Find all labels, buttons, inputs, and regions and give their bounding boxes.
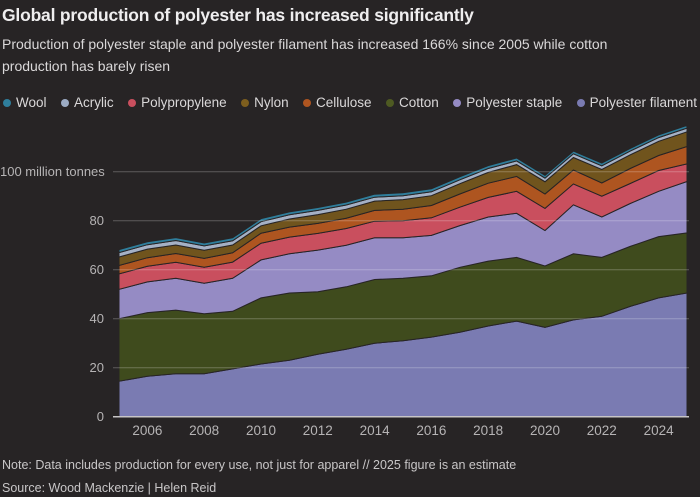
- legend-item-acrylic: Acrylic: [60, 95, 114, 110]
- legend-dot-acrylic-icon: [60, 98, 69, 107]
- y-axis-label: 100 million tonnes: [0, 163, 105, 179]
- x-axis-label: 2016: [416, 423, 447, 438]
- x-axis-label: 2006: [132, 423, 163, 438]
- legend-dot-polypropylene-icon: [128, 98, 137, 107]
- x-axis-label: 2008: [189, 423, 220, 438]
- legend-label: Polyester filament: [589, 95, 697, 110]
- chart-subtitle: Production of polyester staple and polye…: [2, 36, 608, 74]
- legend-dot-polyester-staple-icon: [453, 98, 462, 107]
- y-axis-label: 40: [89, 310, 104, 326]
- x-axis-label: 2018: [473, 423, 504, 438]
- legend-item-polyester-staple: Polyester staple: [453, 95, 562, 110]
- chart-source: Source: Wood Mackenzie | Helen Reid: [2, 481, 217, 495]
- legend-item-polypropylene: Polypropylene: [128, 95, 227, 110]
- legend-label: Polyester staple: [466, 95, 563, 110]
- x-axis-label: 2020: [529, 423, 561, 438]
- x-axis-label: 2014: [359, 423, 390, 438]
- x-axis-label: 2012: [302, 423, 333, 438]
- y-axis-label: 0: [96, 408, 104, 424]
- legend-label: Nylon: [254, 95, 289, 110]
- legend-label: Acrylic: [73, 95, 114, 110]
- legend-item-cotton: Cotton: [385, 95, 439, 110]
- y-axis-label: 60: [89, 261, 104, 277]
- x-axis-label: 2022: [586, 423, 617, 438]
- chart-title: Global production of polyester has incre…: [2, 5, 474, 25]
- area-wool: [118, 124, 688, 254]
- x-axis-label: 2024: [643, 423, 674, 438]
- legend-label: Cotton: [398, 95, 439, 110]
- legend-item-polyester-filament: Polyester filament: [576, 95, 697, 110]
- x-axis-label: 2010: [245, 423, 277, 438]
- chart-legend: Wool Acrylic Polypropylene Nylon Cellulo…: [3, 95, 697, 110]
- legend-label: Wool: [16, 95, 47, 110]
- legend-item-nylon: Nylon: [241, 95, 289, 110]
- legend-dot-polyester-filament-icon: [576, 98, 585, 107]
- legend-dot-cellulose-icon: [303, 98, 312, 107]
- legend-dot-wool-icon: [3, 98, 11, 107]
- chart-note: Note: Data includes production for every…: [2, 458, 517, 472]
- y-axis-label: 80: [89, 212, 104, 228]
- legend-dot-cotton-icon: [385, 98, 394, 107]
- y-axis-label: 20: [89, 359, 104, 375]
- legend-label: Cellulose: [316, 95, 372, 110]
- legend-item-cellulose: Cellulose: [303, 95, 372, 110]
- legend-label: Polypropylene: [141, 95, 227, 110]
- legend-dot-nylon-icon: [241, 98, 250, 107]
- legend-item-wool: Wool: [3, 95, 47, 110]
